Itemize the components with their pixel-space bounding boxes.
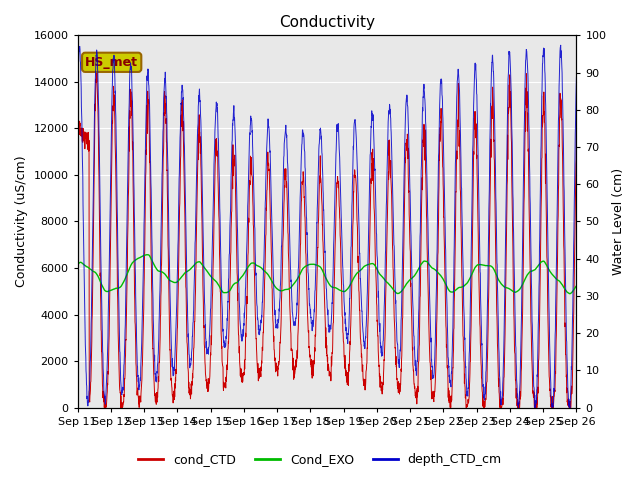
Y-axis label: Conductivity (uS/cm): Conductivity (uS/cm) xyxy=(15,156,28,287)
Y-axis label: Water Level (cm): Water Level (cm) xyxy=(612,168,625,275)
Legend: cond_CTD, Cond_EXO, depth_CTD_cm: cond_CTD, Cond_EXO, depth_CTD_cm xyxy=(133,448,507,471)
Title: Conductivity: Conductivity xyxy=(279,15,375,30)
Text: HS_met: HS_met xyxy=(85,56,138,69)
